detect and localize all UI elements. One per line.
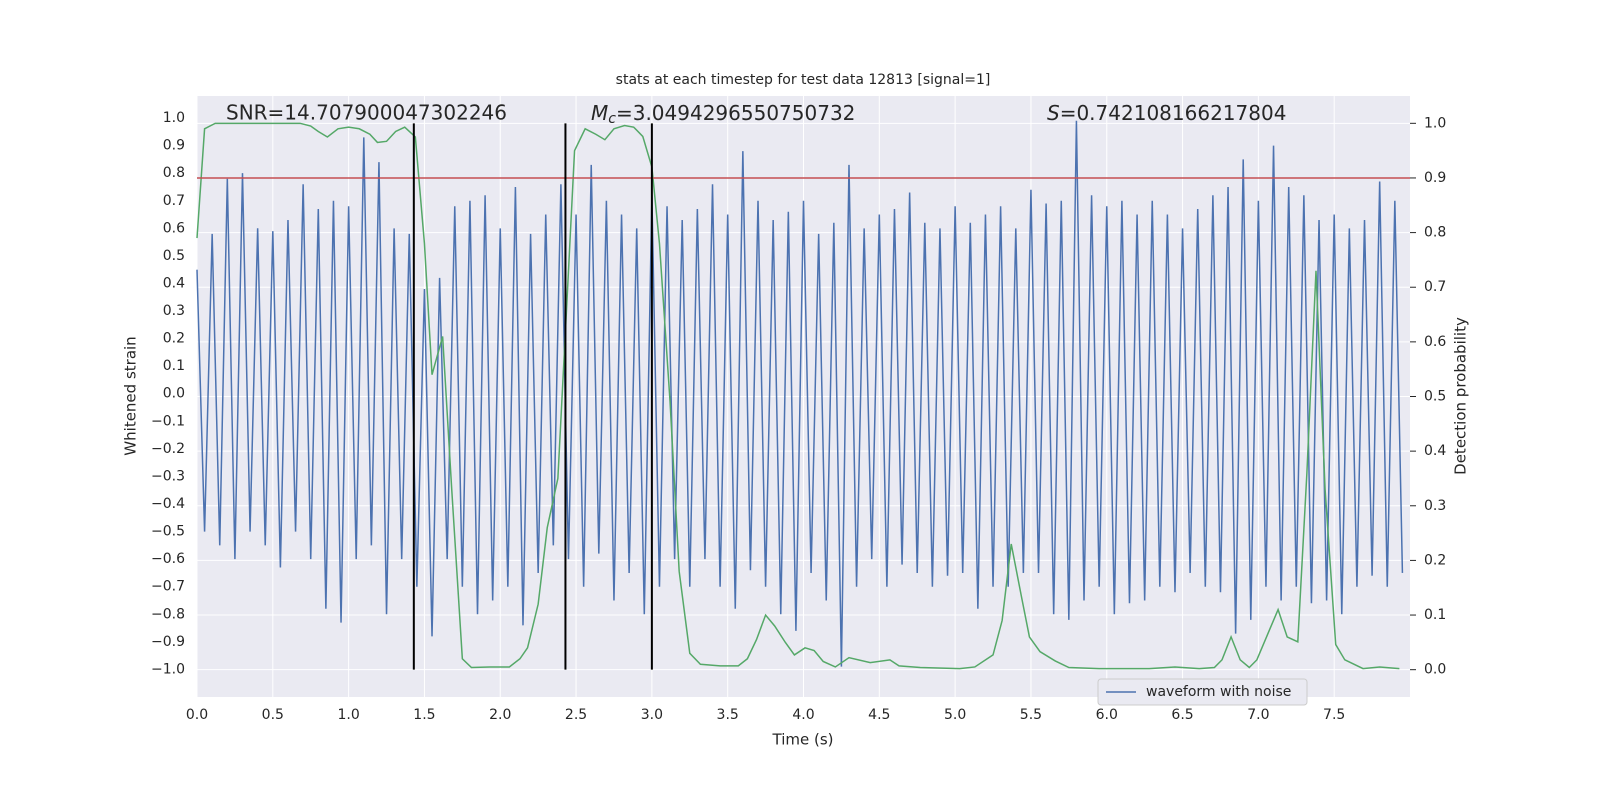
y2-tick-label: 0.3 xyxy=(1424,498,1446,514)
annotation: S=0.742108166217804 xyxy=(1047,101,1286,125)
y-tick-label: −0.9 xyxy=(151,634,185,650)
x-tick-label: 2.5 xyxy=(565,707,587,723)
annotation-symbol: M xyxy=(591,101,608,125)
annotation-subscript: c xyxy=(608,111,616,127)
x-axis-label: Time (s) xyxy=(772,731,834,749)
y2-axis-label: Detection probability xyxy=(1452,317,1470,475)
y2-tick-label: 0.5 xyxy=(1424,389,1446,405)
y-tick-label: −0.3 xyxy=(151,468,185,484)
x-tick-label: 0.5 xyxy=(262,707,284,723)
x-tick-label: 4.0 xyxy=(792,707,814,723)
y-tick-label: −0.4 xyxy=(151,496,185,512)
y2-tick-label: 1.0 xyxy=(1424,115,1446,131)
y-tick-label: −0.2 xyxy=(151,441,185,457)
y-tick-label: −0.7 xyxy=(151,579,185,595)
y2-tick-label: 0.8 xyxy=(1424,225,1446,241)
x-tick-label: 0.0 xyxy=(186,707,208,723)
x-tick-label: 3.5 xyxy=(717,707,739,723)
x-tick-label: 5.5 xyxy=(1020,707,1042,723)
y-tick-label: −0.5 xyxy=(151,524,185,540)
y2-tick-label: 0.7 xyxy=(1424,279,1446,295)
x-tick-label: 7.5 xyxy=(1323,707,1345,723)
y-tick-label: 0.7 xyxy=(163,193,185,209)
x-tick-label: 2.0 xyxy=(489,707,511,723)
y-tick-label: 0.5 xyxy=(163,248,185,264)
y-tick-label: −0.8 xyxy=(151,606,185,622)
y-tick-label: 0.2 xyxy=(163,331,185,347)
y-tick-label: 0.6 xyxy=(163,220,185,236)
y-tick-label: 0.4 xyxy=(163,275,185,291)
series-line xyxy=(196,120,1404,667)
legend-label: waveform with noise xyxy=(1146,684,1291,700)
y-tick-label: 1.0 xyxy=(163,110,185,126)
y2-tick-label: 0.6 xyxy=(1424,334,1446,350)
x-tick-label: 6.5 xyxy=(1171,707,1193,723)
y2-tick-label: 0.0 xyxy=(1424,662,1446,678)
annotation: SNR=14.707900047302246 xyxy=(226,101,507,125)
annotation-value: =0.742108166217804 xyxy=(1060,101,1287,125)
x-tick-label: 5.0 xyxy=(944,707,966,723)
annotation: Mc=3.0494296550750732 xyxy=(591,101,855,128)
series-line xyxy=(196,122,1400,670)
y2-tick-label: 0.1 xyxy=(1424,607,1446,623)
y2-tick-label: 0.4 xyxy=(1424,443,1446,459)
x-tick-label: 3.0 xyxy=(641,707,663,723)
y-tick-label: 0.9 xyxy=(163,138,185,154)
legend-box xyxy=(1097,678,1308,706)
y-axis-label: Whitened strain xyxy=(122,336,140,455)
y2-tick-label: 0.2 xyxy=(1424,552,1446,568)
x-tick-label: 4.5 xyxy=(868,707,890,723)
y-tick-label: 0.3 xyxy=(163,303,185,319)
y-tick-label: −0.6 xyxy=(151,551,185,567)
x-tick-label: 6.0 xyxy=(1096,707,1118,723)
y-tick-label: 0.8 xyxy=(163,165,185,181)
x-tick-label: 1.0 xyxy=(337,707,359,723)
y2-tick-label: 0.9 xyxy=(1424,170,1446,186)
y-tick-label: −0.1 xyxy=(151,413,185,429)
chart-title: stats at each timestep for test data 128… xyxy=(616,72,991,88)
annotation-value: =3.0494296550750732 xyxy=(616,101,855,125)
annotation-symbol: S xyxy=(1047,101,1060,125)
y-tick-label: 0.0 xyxy=(163,386,185,402)
x-tick-label: 7.0 xyxy=(1247,707,1269,723)
y-tick-label: 0.1 xyxy=(163,358,185,374)
x-tick-label: 1.5 xyxy=(413,707,435,723)
y-tick-label: −1.0 xyxy=(151,661,185,677)
